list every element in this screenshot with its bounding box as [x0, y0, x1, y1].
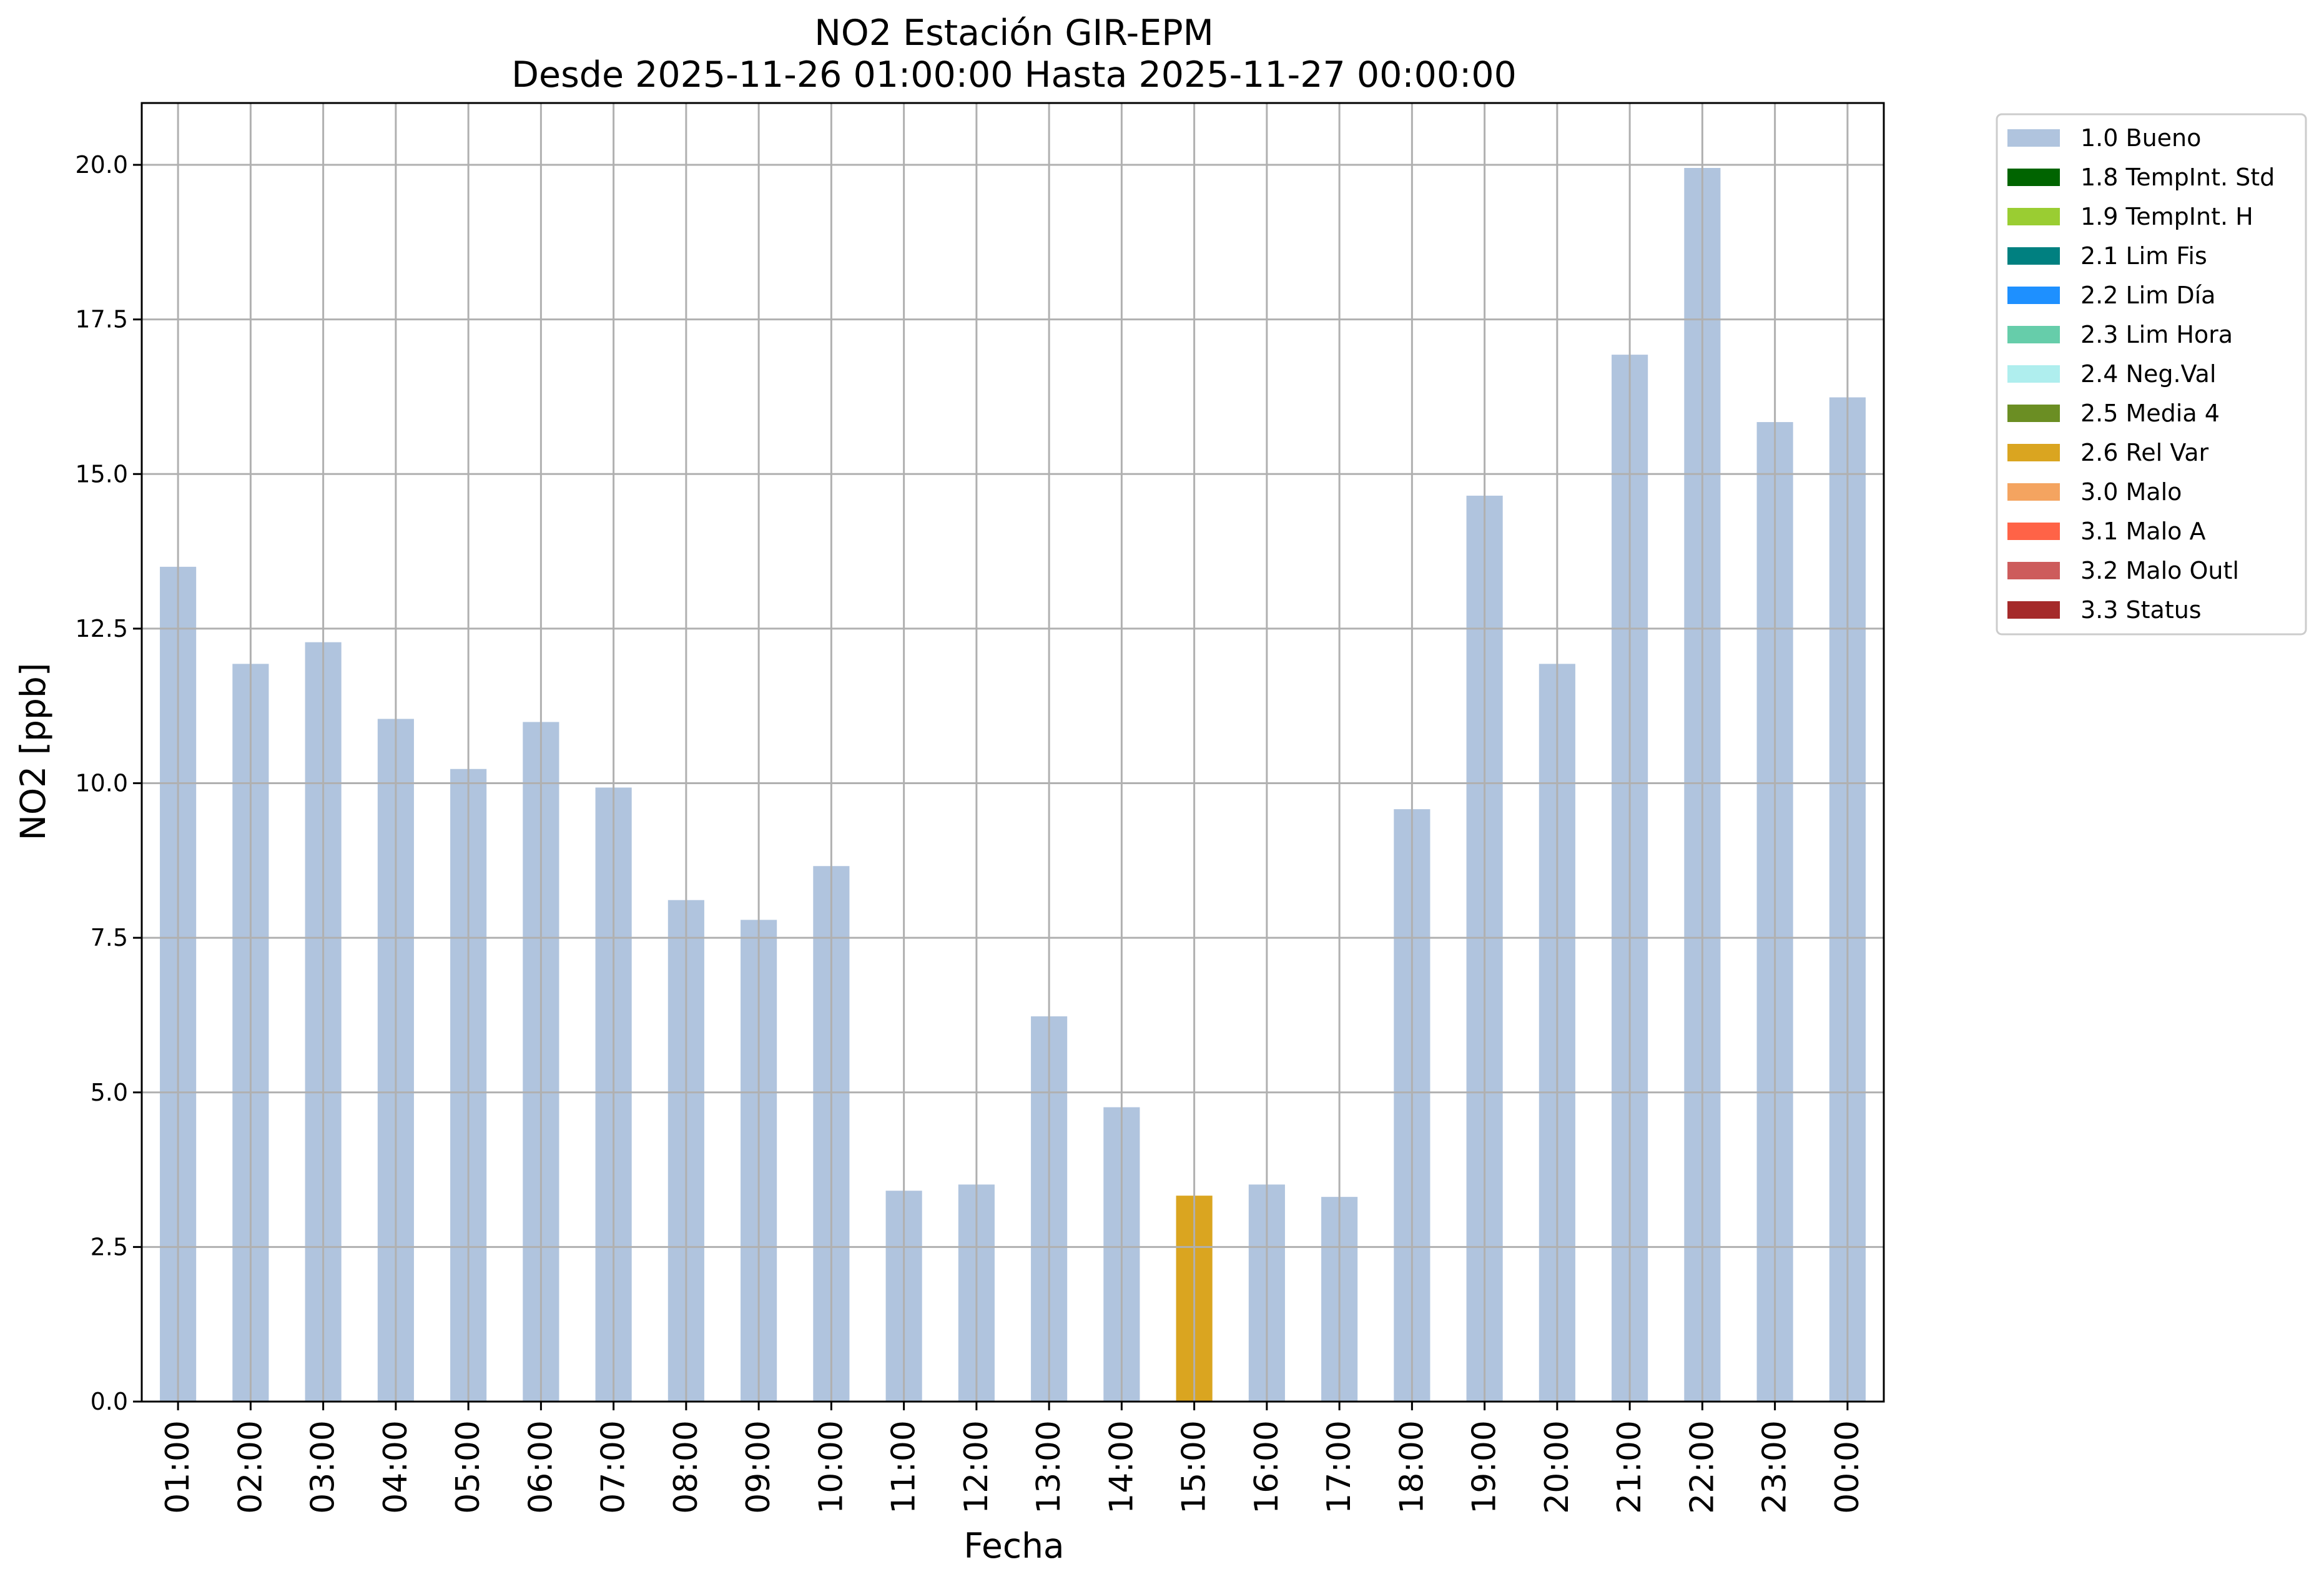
legend-swatch [2007, 444, 2060, 461]
legend-swatch [2007, 601, 2060, 619]
legend-label: 1.8 TempInt. Std [2080, 164, 2275, 191]
x-tick-label: 05:00 [450, 1420, 487, 1514]
legend-swatch [2007, 208, 2060, 225]
x-axis-label: Fecha [963, 1526, 1064, 1566]
x-tick-label: 12:00 [958, 1420, 995, 1514]
x-tick-label: 06:00 [522, 1420, 559, 1514]
grid-lines [142, 103, 1884, 1403]
y-axis-label: NO2 [ppb] [13, 663, 53, 841]
x-tick-label: 07:00 [595, 1420, 633, 1514]
x-tick-label: 22:00 [1683, 1420, 1721, 1514]
legend-frame [1996, 113, 2307, 636]
legend-swatch [2007, 483, 2060, 501]
x-axis-ticks: 01:00 02:00 03:00 04:00 05:00 06:00 07:00 08:00… [159, 1402, 1866, 1514]
legend-swatch [2007, 562, 2060, 579]
x-tick-label: 13:00 [1030, 1420, 1068, 1514]
y-tick-label: 0.0 [91, 1388, 128, 1415]
legend-label: 2.6 Rel Var [2080, 439, 2209, 466]
legend-swatch [2007, 169, 2060, 186]
x-tick-label: 10:00 [812, 1420, 850, 1514]
legend: 1.0 Bueno 1.8 TempInt. Std 1.9 TempInt. H 2… [1996, 113, 2307, 636]
legend-label: 1.0 Bueno [2080, 124, 2201, 152]
legend-swatch [2007, 523, 2060, 540]
x-tick-label: 02:00 [232, 1420, 269, 1514]
legend-swatch [2007, 287, 2060, 304]
x-tick-label: 11:00 [885, 1420, 923, 1514]
x-tick-label: 00:00 [1829, 1420, 1866, 1514]
x-tick-label: 09:00 [740, 1420, 777, 1514]
legend-label: 3.0 Malo [2080, 478, 2182, 506]
y-tick-label: 5.0 [91, 1079, 128, 1106]
x-tick-label: 01:00 [159, 1420, 197, 1514]
legend-label: 3.1 Malo A [2080, 518, 2205, 545]
chart-subtitle: Desde 2025-11-26 01:00:00 Hasta 2025-11-… [511, 54, 1517, 96]
x-tick-label: 23:00 [1756, 1420, 1794, 1514]
x-tick-label: 03:00 [305, 1420, 342, 1514]
x-tick-label: 19:00 [1466, 1420, 1504, 1514]
x-tick-label: 20:00 [1539, 1420, 1576, 1514]
legend-label: 2.2 Lim Día [2080, 282, 2215, 309]
bars [160, 168, 1866, 1402]
y-tick-label: 10.0 [75, 770, 128, 797]
x-tick-label: 17:00 [1321, 1420, 1358, 1514]
x-tick-label: 16:00 [1248, 1420, 1286, 1514]
chart-title: NO2 Estación GIR-EPM [814, 12, 1214, 54]
legend-swatch [2007, 365, 2060, 383]
x-tick-label: 21:00 [1611, 1420, 1648, 1514]
legend-label: 3.2 Malo Outl [2080, 557, 2239, 584]
legend-label: 2.3 Lim Hora [2080, 321, 2233, 348]
x-tick-label: 14:00 [1103, 1420, 1140, 1514]
y-tick-label: 7.5 [91, 924, 128, 951]
x-tick-label: 04:00 [377, 1420, 415, 1514]
legend-label: 1.9 TempInt. H [2080, 203, 2253, 230]
x-tick-label: 08:00 [667, 1420, 705, 1514]
legend-swatch [2007, 326, 2060, 343]
legend-label: 3.3 Status [2080, 596, 2202, 624]
legend-label: 2.1 Lim Fis [2080, 242, 2207, 270]
x-tick-label: 15:00 [1176, 1420, 1213, 1514]
legend-label: 2.5 Media 4 [2080, 400, 2220, 427]
y-axis-ticks: 0.0 2.5 5.0 7.5 10.0 12.5 15.0 17.5 20.0 [75, 151, 142, 1415]
y-tick-label: 17.5 [75, 306, 128, 333]
legend-swatch [2007, 129, 2060, 147]
legend-swatch [2007, 247, 2060, 265]
y-tick-label: 20.0 [75, 151, 128, 179]
y-tick-label: 2.5 [91, 1233, 128, 1260]
x-tick-label: 18:00 [1393, 1420, 1430, 1514]
y-tick-label: 12.5 [75, 615, 128, 642]
legend-label: 2.4 Neg.Val [2080, 360, 2216, 388]
y-tick-label: 15.0 [75, 460, 128, 488]
legend-swatch [2007, 405, 2060, 422]
plot-area-frame [140, 102, 1885, 1403]
